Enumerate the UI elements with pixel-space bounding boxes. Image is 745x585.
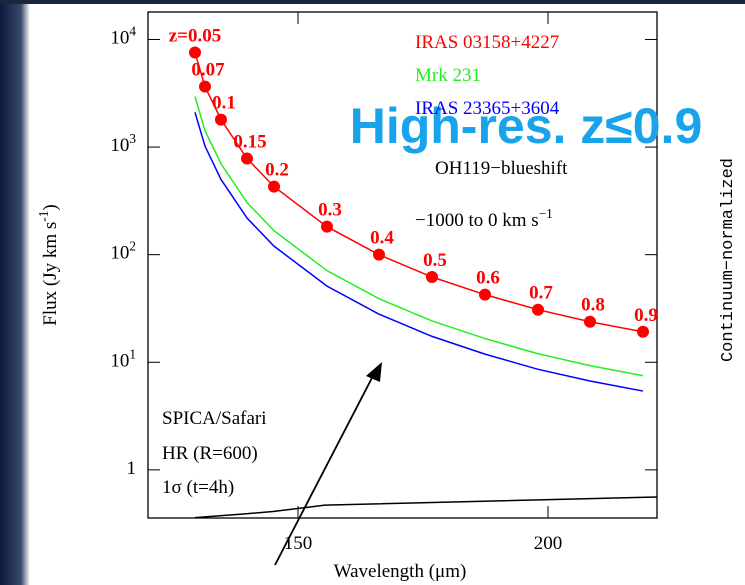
point-label: 0.4 xyxy=(370,228,394,249)
y-tick-label: 102 xyxy=(110,238,136,264)
data-point xyxy=(637,325,649,338)
plot-frame xyxy=(147,11,658,519)
point-label: 0.2 xyxy=(265,160,289,181)
background-strip xyxy=(0,0,30,585)
point-label: z=0.05 xyxy=(169,26,222,47)
data-point xyxy=(321,220,333,233)
y-tick-label: 1 xyxy=(127,458,137,479)
legend-entry: IRAS 03158+4227 xyxy=(415,32,559,53)
data-point xyxy=(532,303,544,316)
y-tick-label: 103 xyxy=(110,131,136,157)
series-line xyxy=(194,52,644,333)
point-label: 0.7 xyxy=(529,283,553,304)
x-tick-label: 200 xyxy=(534,533,563,554)
y-tick-label: 104 xyxy=(110,23,136,49)
annotation: −1000 to 0 km s−1 xyxy=(415,206,553,232)
data-point xyxy=(268,180,280,193)
data-point xyxy=(189,46,201,59)
point-label: 0.9 xyxy=(634,305,658,326)
data-point xyxy=(479,288,491,301)
data-point xyxy=(426,271,438,284)
legend-entry: Mrk 231 xyxy=(415,65,481,86)
point-label: 0.5 xyxy=(423,250,447,271)
annotation: OH119−blueshift xyxy=(435,158,568,179)
annotation: 1σ (t=4h) xyxy=(162,477,234,498)
data-point xyxy=(373,248,385,261)
annotation: HR (R=600) xyxy=(162,443,258,464)
x-axis-label: Wavelength (μm) xyxy=(334,561,467,582)
sensitivity-line xyxy=(194,496,658,519)
arrow-head xyxy=(366,362,382,382)
legend-entry: IRAS 23365+3604 xyxy=(415,98,560,119)
series-line xyxy=(194,112,644,392)
series-line xyxy=(194,96,644,377)
data-point xyxy=(215,113,227,126)
annotation: SPICA/Safari xyxy=(162,408,267,429)
point-label: 0.6 xyxy=(476,268,500,289)
data-point xyxy=(584,315,596,328)
overlay-title: High-res. z≤0.9 xyxy=(350,98,703,154)
y-tick-label: 101 xyxy=(110,346,136,372)
point-label: 0.1 xyxy=(212,93,236,114)
point-label: 0.8 xyxy=(581,295,605,316)
data-point xyxy=(199,80,211,93)
point-label: 0.15 xyxy=(233,132,266,153)
side-label: Continuum−normalized xyxy=(719,158,738,362)
point-label: 0.3 xyxy=(318,200,342,221)
y-axis-label: Flux (Jy km s-1) xyxy=(36,204,62,325)
background-strip xyxy=(0,0,745,4)
point-label: 0.07 xyxy=(191,60,225,81)
x-tick-label: 150 xyxy=(284,533,313,554)
arrow xyxy=(274,373,375,566)
data-point xyxy=(241,152,253,165)
